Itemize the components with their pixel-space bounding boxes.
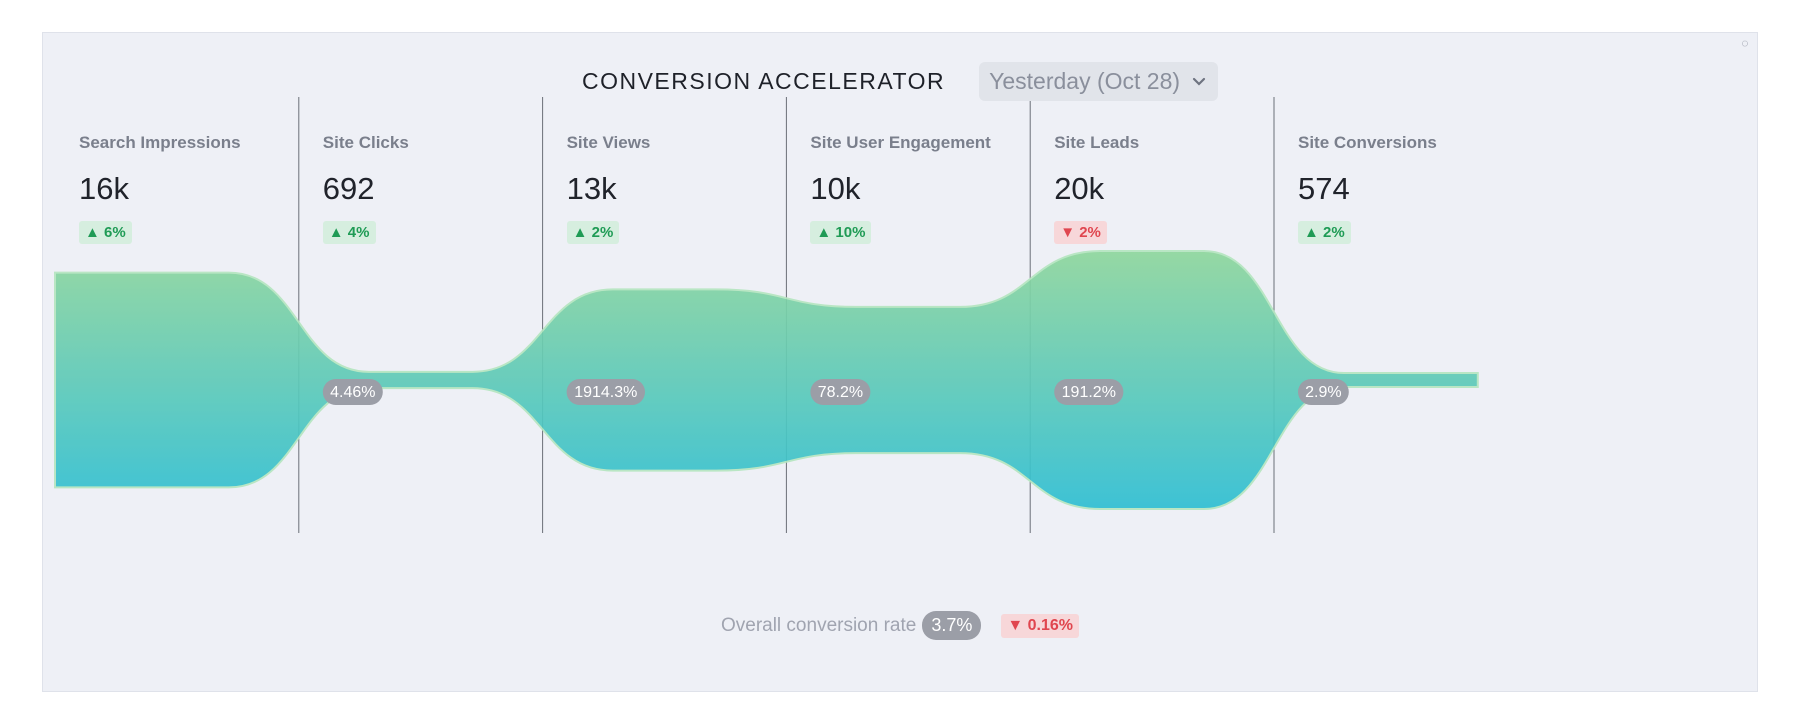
overall-conversion-label: Overall conversion rate (720, 614, 917, 636)
funnel-chart: 4.46% 1914.3% 78.2% 191.2% 2.9% (54, 97, 1479, 533)
stage-value: 16k (79, 171, 129, 206)
settings-icon[interactable]: ◌ (1741, 36, 1749, 50)
stage-rate-text: 2.9% (1305, 384, 1341, 401)
stage-value: 13k (566, 171, 617, 206)
overall-conversion: Overall conversion rate 3.7% ▼ 0.16% (43, 611, 1757, 640)
stage-value: 20k (1054, 171, 1105, 206)
overall-conversion-rate: 3.7% (922, 611, 982, 640)
stage-rate-pill: 2.9% (1298, 379, 1349, 405)
header: CONVERSION ACCELERATOR Yesterday (Oct 28… (43, 61, 1757, 101)
chevron-down-icon (1192, 77, 1206, 86)
stage-label: Site Leads (1054, 133, 1140, 152)
stage-label: Site Views (566, 133, 651, 152)
conversion-accelerator-panel: ◌ 4.46% 1914.3% 78.2% 191.2% 2.9% CONVERSION… (42, 32, 1758, 692)
stage-change-badge: ▼ 2% (1054, 221, 1107, 244)
stage-rate-text: 191.2% (1062, 384, 1116, 401)
stage-column: Site User Engagement 10k ▲ 10% (810, 133, 1060, 244)
stage-rate-pill: 1914.3% (566, 379, 645, 405)
stage-change-badge: ▲ 2% (1298, 221, 1351, 244)
stage-label: Site Conversions (1298, 133, 1437, 152)
stage-change-badge: ▲ 4% (322, 221, 376, 244)
stage-label: Site Clicks (322, 133, 409, 152)
stage-change-badge: ▲ 10% (810, 221, 872, 244)
stage-column: Search Impressions 16k ▲ 6% (79, 133, 329, 244)
stage-value: 574 (1298, 171, 1350, 206)
stage-change-badge: ▲ 2% (566, 221, 620, 244)
stage-value: 10k (810, 171, 861, 206)
stage-rate-text: 4.46% (330, 384, 375, 401)
stage-rate-pill: 78.2% (810, 379, 871, 405)
stage-value: 692 (322, 171, 375, 206)
stage-rate-pill: 4.46% (322, 379, 383, 405)
funnel-flow-area (54, 250, 1479, 510)
stage-column: Site Views 13k ▲ 2% (566, 133, 817, 244)
stage-column: Site Conversions 574 ▲ 2% (1298, 133, 1548, 244)
stage-rate-text: 1914.3% (574, 384, 637, 401)
date-range-label: Yesterday (Oct 28) (989, 67, 1181, 94)
page-title: CONVERSION ACCELERATOR (581, 67, 946, 94)
overall-conversion-change: ▼ 0.16% (1001, 613, 1080, 638)
stage-rate-text: 78.2% (818, 384, 863, 401)
stage-column: Site Clicks 692 ▲ 4% (322, 133, 573, 244)
date-range-select[interactable]: Yesterday (Oct 28) (979, 61, 1219, 101)
stage-change-badge: ▲ 6% (79, 221, 132, 244)
stage-rate-pill: 191.2% (1054, 379, 1124, 405)
stage-label: Search Impressions (79, 133, 241, 152)
stage-column: Site Leads 20k ▼ 2% (1054, 133, 1304, 244)
stage-label: Site User Engagement (810, 133, 991, 152)
